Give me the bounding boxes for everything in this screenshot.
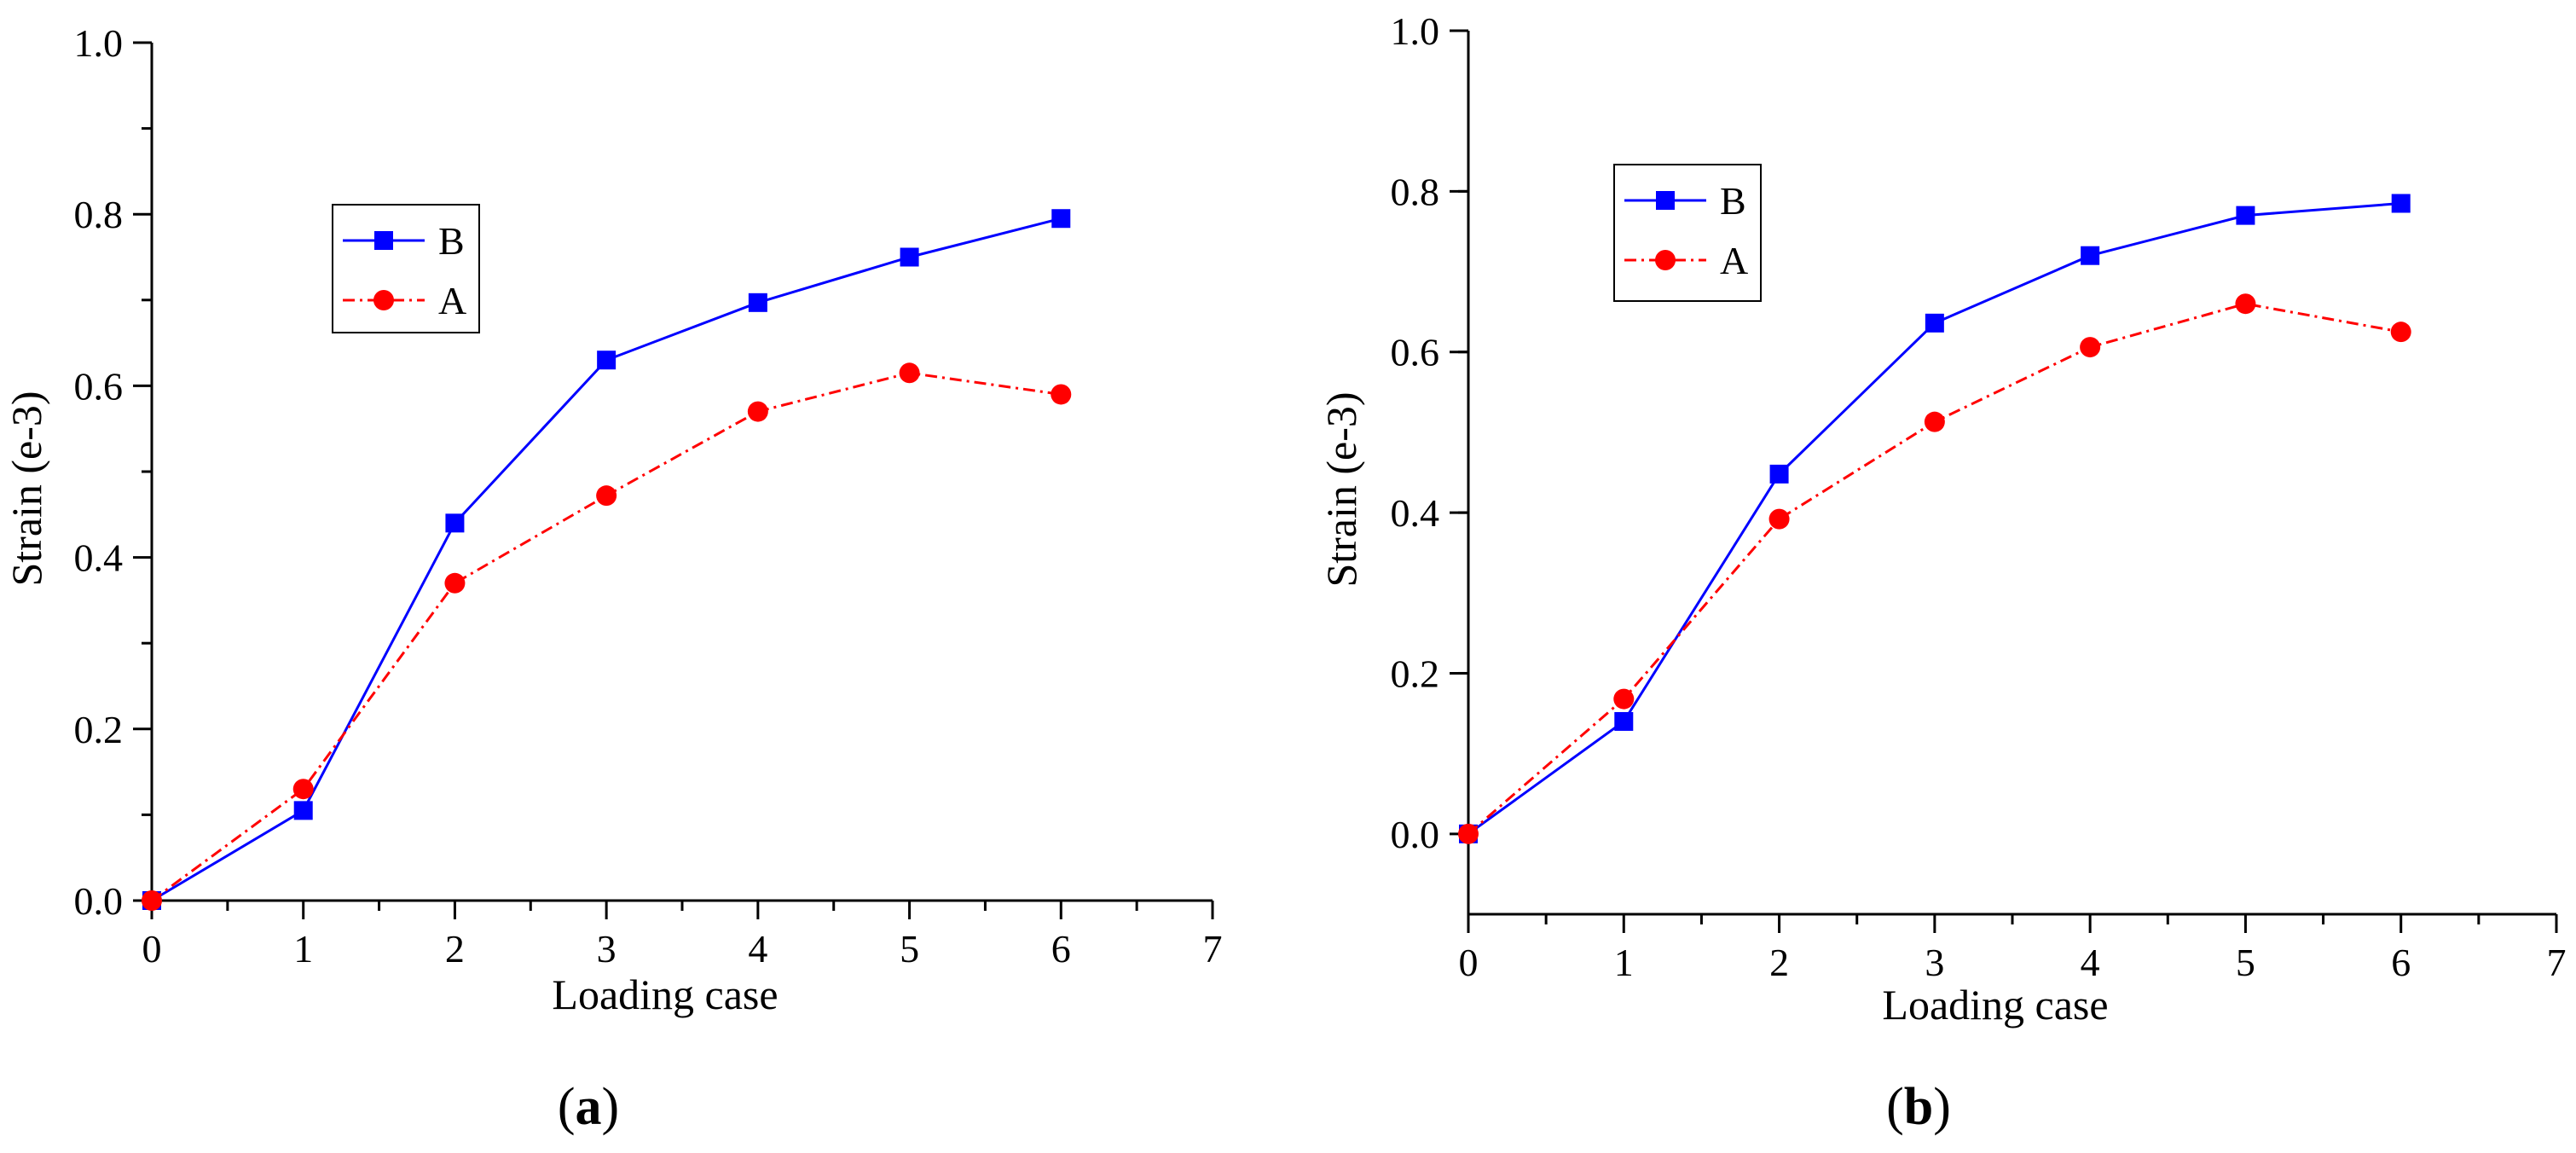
y-tick-label: 0.0: [1391, 813, 1440, 856]
legend-marker-B: [374, 231, 393, 250]
x-tick-label: 0: [142, 927, 162, 970]
data-point-B: [2391, 194, 2411, 213]
legend-label-B: B: [438, 219, 465, 263]
data-point-B: [2081, 246, 2100, 265]
x-tick-label: 7: [2547, 941, 2567, 984]
data-point-B: [2236, 206, 2255, 225]
x-tick-label: 5: [900, 927, 919, 970]
y-axis-title: Strain (e-3): [1317, 391, 1365, 587]
y-tick-label: 0.8: [74, 193, 124, 236]
data-point-B: [1051, 209, 1071, 229]
data-point-B: [293, 801, 313, 820]
data-point-A: [292, 779, 314, 800]
data-point-B: [1925, 313, 1944, 333]
x-tick-label: 4: [2081, 941, 2100, 984]
y-tick-label: 0.8: [1391, 170, 1440, 213]
x-tick-label: 2: [445, 927, 465, 970]
x-tick-label: 5: [2236, 941, 2255, 984]
x-tick-label: 1: [293, 927, 313, 970]
legend-box: [1613, 164, 1762, 302]
panel-label-letter: b: [1904, 1078, 1933, 1136]
y-tick-label: 0.6: [1391, 331, 1440, 374]
data-point-A: [2235, 293, 2256, 315]
panel-label: (a): [558, 1078, 619, 1136]
panel-label: (b): [1886, 1078, 1951, 1136]
legend-marker-A: [373, 290, 394, 310]
y-tick-label: 0.2: [1391, 652, 1440, 695]
data-point-B: [1614, 711, 1634, 731]
data-point-A: [1051, 384, 1072, 405]
legend-box: [332, 204, 480, 333]
x-tick-label: 1: [1614, 941, 1634, 984]
x-tick-label: 0: [1459, 941, 1479, 984]
data-point-A: [899, 362, 920, 384]
x-axis-title: Loading case: [552, 970, 778, 1018]
data-point-A: [1924, 411, 1945, 432]
y-tick-label: 0.4: [1391, 491, 1440, 535]
y-tick-label: 1.0: [74, 21, 124, 65]
legend-label-A: A: [1720, 239, 1748, 282]
data-point-B: [445, 513, 465, 533]
data-point-A: [142, 890, 162, 911]
x-tick-label: 6: [2391, 941, 2411, 984]
legend-label-A: A: [438, 279, 466, 322]
y-tick-label: 0.0: [74, 879, 124, 923]
data-point-A: [444, 572, 466, 594]
x-axis-title: Loading case: [1882, 981, 2108, 1028]
x-tick-label: 7: [1203, 927, 1223, 970]
y-tick-label: 0.6: [74, 364, 124, 408]
data-point-A: [1613, 688, 1635, 710]
data-point-B: [1769, 464, 1789, 484]
x-tick-label: 2: [1769, 941, 1789, 984]
y-tick-label: 0.2: [74, 708, 124, 751]
x-tick-label: 3: [597, 927, 617, 970]
chart-panel-b: 0 1 2 3 4 5 6 7 0.0 0.2 0.4 0.6 0.8 1.0 Loading case St…: [1317, 9, 2567, 1136]
data-point-A: [1458, 823, 1479, 844]
y-tick-label: 0.4: [74, 536, 124, 580]
data-point-A: [747, 401, 768, 422]
data-point-A: [1768, 508, 1790, 530]
data-point-B: [900, 247, 919, 267]
data-point-A: [596, 485, 617, 507]
data-point-B: [597, 351, 617, 370]
legend-marker-A: [1655, 250, 1676, 270]
data-point-A: [2080, 337, 2101, 358]
panel-label-letter: a: [576, 1078, 602, 1136]
x-tick-label: 6: [1051, 927, 1071, 970]
chart-panel-a: 0 1 2 3 4 5 6 7 0.0 0.2 0.4 0.6 0.8 1.0 Loading case St…: [3, 21, 1223, 1136]
legend-marker-B: [1656, 191, 1675, 210]
legend-label-B: B: [1720, 179, 1746, 223]
x-tick-label: 3: [1925, 941, 1944, 984]
x-tick-label: 4: [748, 927, 767, 970]
y-axis-title: Strain (e-3): [3, 391, 50, 586]
data-point-B: [748, 293, 767, 312]
y-tick-label: 1.0: [1391, 9, 1440, 53]
data-point-A: [2390, 322, 2411, 343]
